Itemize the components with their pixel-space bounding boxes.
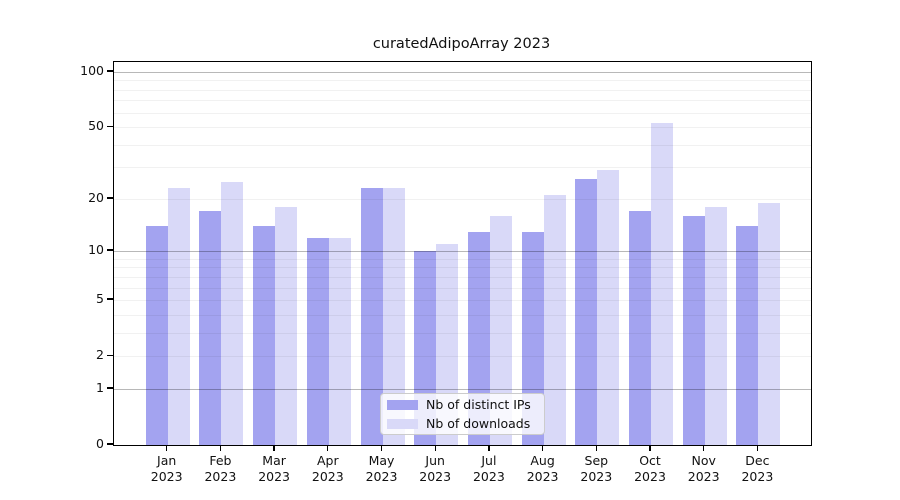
x-tick-label-jan: Jan 2023 xyxy=(150,453,183,484)
x-tick-mark-apr xyxy=(327,445,329,451)
bar-aug-downloads xyxy=(543,195,566,445)
plot-area xyxy=(113,61,812,446)
bar-mar-distinct-ips xyxy=(253,226,276,445)
y-tick-label-10: 10 xyxy=(88,242,104,258)
x-tick-label-mar: Mar 2023 xyxy=(258,453,290,484)
bar-apr-distinct-ips xyxy=(306,237,329,445)
x-tick-mark-jan xyxy=(166,445,168,451)
gridline-5 xyxy=(114,300,811,302)
gridline-10 xyxy=(114,251,811,253)
gridline-9 xyxy=(114,258,811,260)
y-tick-label-50: 50 xyxy=(88,118,104,134)
bar-jan-downloads xyxy=(167,188,190,445)
bar-jul-distinct-ips xyxy=(467,231,490,445)
gridline-4 xyxy=(114,314,811,316)
x-tick-mark-sep xyxy=(595,445,597,451)
gridline-100 xyxy=(114,72,811,73)
y-tick-mark-1 xyxy=(107,387,113,389)
legend-row-distinct-ips: Nb of distinct IPs xyxy=(387,397,536,412)
gridline-70 xyxy=(114,100,811,102)
gridline-60 xyxy=(114,112,811,114)
chart-title: curatedAdipoArray 2023 xyxy=(372,36,551,52)
x-tick-mark-aug xyxy=(541,445,544,451)
x-tick-mark-nov xyxy=(703,445,705,451)
bar-nov-downloads xyxy=(704,207,727,445)
x-tick-label-jul: Jul 2023 xyxy=(472,453,505,484)
legend-swatch-downloads xyxy=(387,418,418,429)
x-tick-label-nov: Nov 2023 xyxy=(687,453,720,484)
x-tick-label-apr: Apr 2023 xyxy=(311,453,344,484)
bar-nov-distinct-ips xyxy=(682,216,705,445)
y-tick-label-20: 20 xyxy=(88,189,104,205)
y-tick-mark-10 xyxy=(107,249,113,251)
legend-row-downloads: Nb of downloads xyxy=(387,416,536,431)
gridline-7 xyxy=(114,276,811,278)
x-tick-mark-mar xyxy=(273,445,275,451)
bar-apr-downloads xyxy=(328,237,351,445)
x-tick-label-aug: Aug 2023 xyxy=(526,453,559,484)
x-tick-mark-jul xyxy=(488,445,490,451)
y-tick-mark-100 xyxy=(107,70,113,72)
x-tick-mark-jun xyxy=(434,445,436,451)
bar-feb-downloads xyxy=(221,181,244,445)
bar-jul-downloads xyxy=(489,216,512,445)
gridline-6 xyxy=(114,287,811,289)
y-tick-mark-50 xyxy=(107,125,113,127)
x-tick-label-sep: Sep 2023 xyxy=(580,453,613,484)
y-tick-label-2: 2 xyxy=(96,347,104,363)
bar-oct-distinct-ips xyxy=(629,211,651,445)
y-tick-mark-0 xyxy=(107,443,113,445)
legend-swatch-distinct-ips xyxy=(387,399,418,410)
x-tick-label-may: May 2023 xyxy=(365,453,398,484)
gridline-50 xyxy=(114,127,811,129)
gridline-8 xyxy=(114,267,811,269)
x-tick-label-feb: Feb 2023 xyxy=(204,453,237,484)
x-tick-label-jun: Jun 2023 xyxy=(419,453,452,484)
gridline-30 xyxy=(114,167,811,169)
y-tick-mark-2 xyxy=(107,354,113,356)
x-tick-mark-feb xyxy=(219,445,222,451)
legend-label-downloads: Nb of downloads xyxy=(426,416,531,431)
y-tick-label-1: 1 xyxy=(96,379,104,395)
bar-jan-distinct-ips xyxy=(145,226,168,445)
bar-sep-distinct-ips xyxy=(575,178,598,445)
bar-sep-downloads xyxy=(597,170,620,445)
y-tick-mark-5 xyxy=(107,298,113,300)
gridline-90 xyxy=(114,80,811,82)
bar-feb-distinct-ips xyxy=(199,211,222,445)
bar-oct-downloads xyxy=(651,122,673,445)
y-tick-label-0: 0 xyxy=(96,436,104,451)
bar-dec-downloads xyxy=(758,202,781,445)
gridline-1 xyxy=(114,388,811,390)
bar-mar-downloads xyxy=(275,207,298,445)
legend-label-distinct-ips: Nb of distinct IPs xyxy=(426,397,531,412)
bar-dec-distinct-ips xyxy=(736,226,759,445)
bar-may-distinct-ips xyxy=(360,188,383,445)
y-tick-label-5: 5 xyxy=(96,291,104,307)
y-tick-label-100: 100 xyxy=(80,63,104,78)
x-tick-mark-dec xyxy=(756,445,759,451)
bar-aug-distinct-ips xyxy=(521,231,544,445)
gridline-20 xyxy=(114,198,811,200)
gridline-40 xyxy=(114,144,811,146)
bar-may-downloads xyxy=(382,188,405,445)
x-tick-mark-oct xyxy=(649,445,651,451)
legend: Nb of distinct IPs Nb of downloads xyxy=(380,393,545,435)
x-tick-label-oct: Oct 2023 xyxy=(634,453,666,484)
x-tick-label-dec: Dec 2023 xyxy=(741,453,774,484)
gridline-3 xyxy=(114,332,811,334)
y-tick-mark-20 xyxy=(107,197,113,199)
x-tick-mark-may xyxy=(380,445,383,451)
gridline-2 xyxy=(114,356,811,358)
gridline-80 xyxy=(114,89,811,91)
